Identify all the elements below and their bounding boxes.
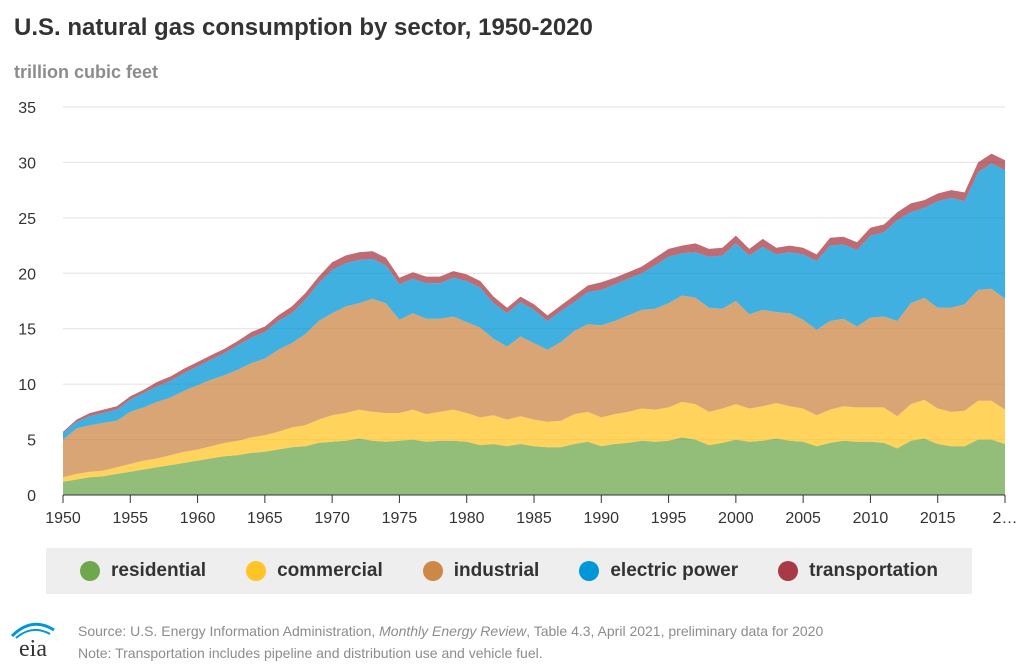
source-line: Source: U.S. Energy Information Administ… — [78, 620, 823, 642]
y-tick-label-15: 15 — [18, 322, 36, 339]
y-tick-label-10: 10 — [18, 377, 36, 394]
note-line: Note: Transportation includes pipeline a… — [78, 645, 543, 661]
source-prefix: Source: U.S. Energy Information Administ… — [78, 623, 380, 639]
x-tick-label-1965: 1965 — [247, 510, 283, 527]
footer: eia Source: U.S. Energy Information Admi… — [6, 616, 1016, 662]
legend-swatch-electric-power — [579, 561, 600, 581]
x-tick-label-1980: 1980 — [449, 510, 485, 527]
y-axis-tick-labels: 0 5 10 15 20 25 30 35 — [18, 100, 36, 505]
legend-swatch-transportation — [778, 561, 799, 581]
x-tick-label-2010: 2010 — [853, 510, 889, 527]
x-tick-label-2020: 2… — [993, 510, 1018, 527]
legend-item-transportation[interactable]: transportation — [778, 560, 938, 582]
legend-item-commercial[interactable]: commercial — [246, 560, 383, 582]
y-tick-label-30: 30 — [18, 155, 36, 172]
x-tick-label-2015: 2015 — [920, 510, 956, 527]
legend-label-residential: residential — [111, 560, 207, 581]
legend-item-electric-power[interactable]: electric power — [579, 560, 738, 582]
y-tick-label-5: 5 — [27, 433, 36, 450]
x-tick-label-1975: 1975 — [382, 510, 418, 527]
area-residential[interactable] — [63, 437, 1005, 495]
x-tick-label-1985: 1985 — [516, 510, 552, 527]
legend-item-residential[interactable]: residential — [80, 560, 206, 582]
x-tick-label-1995: 1995 — [651, 510, 687, 527]
x-tick-label-2000: 2000 — [718, 510, 754, 527]
legend-label-commercial: commercial — [277, 560, 383, 581]
y-tick-label-35: 35 — [18, 100, 36, 117]
eia-logo[interactable]: eia — [6, 618, 60, 660]
legend-swatch-industrial — [422, 561, 443, 581]
area-commercial[interactable] — [63, 399, 1005, 482]
eia-logo-arc-icon — [10, 622, 55, 638]
area-electric-power[interactable] — [63, 163, 1005, 440]
area-series — [63, 153, 1005, 495]
legend-swatch-residential — [80, 561, 101, 581]
y-axis-unit-label: trillion cubic feet — [14, 62, 159, 82]
x-tick-label-1955: 1955 — [112, 510, 148, 527]
chart-title: U.S. natural gas consumption by sector, … — [14, 14, 593, 41]
y-tick-label-25: 25 — [18, 211, 36, 228]
x-tick-label-1960: 1960 — [180, 510, 216, 527]
x-tick-label-2005: 2005 — [785, 510, 821, 527]
source-publication: Monthly Energy Review — [379, 623, 527, 639]
legend-swatch-commercial — [246, 561, 267, 581]
source-suffix: , Table 4.3, April 2021, preliminary dat… — [526, 623, 824, 639]
x-axis — [62, 494, 1006, 503]
x-tick-label-1990: 1990 — [583, 510, 619, 527]
legend-label-transportation: transportation — [809, 560, 938, 581]
eia-logo-text: eia — [19, 636, 47, 660]
eia-logo-arc-inner-icon — [15, 628, 51, 639]
x-tick-label-1970: 1970 — [314, 510, 350, 527]
x-tick-label-1950: 1950 — [45, 510, 81, 527]
x-axis-tick-labels: 1950 1955 1960 1965 1970 1975 1980 1985 1990 1995… — [45, 510, 1017, 527]
source-notes: Source: U.S. Energy Information Administ… — [78, 620, 823, 664]
y-tick-label-20: 20 — [18, 266, 36, 283]
legend-item-industrial[interactable]: industrial — [422, 560, 540, 582]
y-tick-label-0: 0 — [27, 488, 36, 505]
legend-label-electric-power: electric power — [610, 560, 739, 581]
legend-label-industrial: industrial — [453, 560, 540, 581]
area-industrial[interactable] — [63, 288, 1005, 478]
legend: residential commercial industrial electr… — [46, 548, 972, 594]
